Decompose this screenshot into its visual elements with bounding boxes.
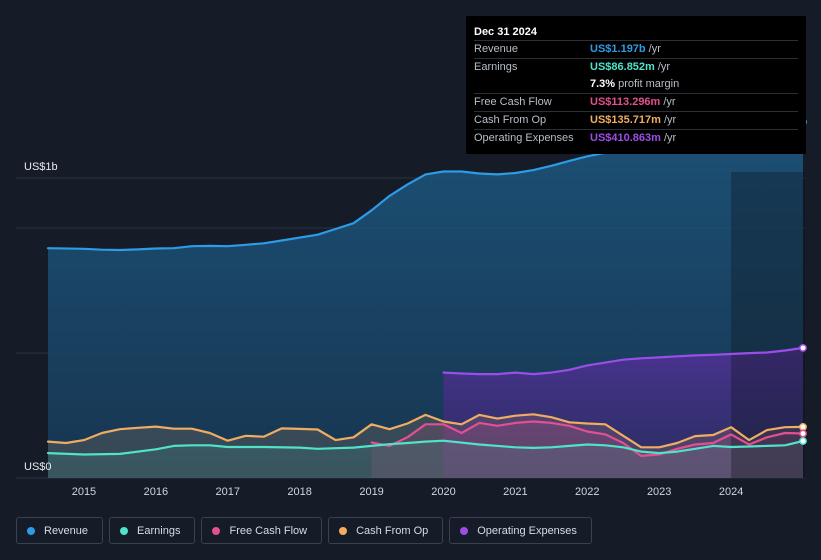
y-axis-top-label: US$1b bbox=[24, 161, 58, 173]
legend-item-revenue[interactable]: Revenue bbox=[16, 517, 104, 544]
x-tick-label: 2023 bbox=[647, 486, 671, 498]
legend-item-cash-from-op[interactable]: Cash From Op bbox=[328, 517, 444, 544]
legend-label: Free Cash Flow bbox=[229, 524, 308, 537]
tooltip-row-value: US$113.296m bbox=[590, 96, 661, 108]
series-lines bbox=[46, 121, 805, 457]
tooltip-row-value: US$410.863m bbox=[590, 132, 661, 144]
earnings-area bbox=[48, 440, 803, 478]
earnings-line bbox=[46, 439, 805, 456]
series-areas bbox=[48, 122, 803, 478]
x-tick-label: 2024 bbox=[719, 486, 743, 498]
tooltip-row-label bbox=[474, 76, 590, 93]
tooltip-row-label: Operating Expenses bbox=[474, 132, 574, 144]
tooltip-date: Dec 31 2024 bbox=[474, 26, 537, 38]
legend-item-operating-expenses[interactable]: Operating Expenses bbox=[449, 517, 592, 544]
tooltip-row-unit: profit margin bbox=[618, 78, 680, 90]
legend-dot-icon bbox=[339, 526, 348, 535]
legend-dot-icon bbox=[120, 526, 129, 535]
tooltip-row-unit: /yr bbox=[663, 114, 677, 126]
tooltip-row-unit: /yr bbox=[663, 96, 676, 108]
x-tick-label: 2021 bbox=[503, 486, 527, 498]
cash-from-op-endpoint bbox=[799, 422, 807, 431]
operating-expenses-endpoint bbox=[799, 343, 807, 352]
tooltip-row: Revenue US$1.197b/yr bbox=[474, 40, 798, 58]
legend-item-earnings[interactable]: Earnings bbox=[109, 517, 196, 544]
earnings-endpoint bbox=[799, 437, 807, 445]
tooltip-row: Free Cash Flow US$113.296m/yr bbox=[474, 93, 798, 111]
operating-expenses-line bbox=[442, 346, 805, 376]
legend-dot-icon bbox=[27, 526, 35, 535]
cash-from-op-line bbox=[46, 413, 805, 449]
legend-dot-icon bbox=[212, 526, 221, 535]
y-axis-bottom-label: US$0 bbox=[24, 461, 52, 473]
legend-label: Cash From Op bbox=[356, 524, 429, 537]
x-tick-label: 2022 bbox=[575, 486, 599, 498]
tooltip-row-label: Earnings bbox=[474, 61, 518, 73]
free-cash-flow-area bbox=[371, 421, 803, 478]
chart-legend: Revenue Earnings Free Cash Flow Cash From O… bbox=[16, 517, 592, 544]
forecast-shade bbox=[731, 172, 805, 478]
tooltip-row-label: Cash From Op bbox=[474, 114, 547, 126]
legend-label: Earnings bbox=[137, 524, 181, 537]
tooltip-row: Earnings US$86.852m/yr bbox=[474, 58, 798, 76]
free-cash-flow-line bbox=[370, 420, 805, 457]
x-tick-label: 2018 bbox=[287, 486, 311, 498]
x-tick-label: 2016 bbox=[144, 486, 168, 498]
legend-item-free-cash-flow[interactable]: Free Cash Flow bbox=[201, 517, 323, 544]
tooltip-row: Cash From Op US$135.717m/yr bbox=[474, 111, 798, 129]
tooltip-row-label: Revenue bbox=[474, 43, 519, 55]
tooltip-row-value: 7.3% bbox=[590, 78, 616, 90]
x-tick-label: 2019 bbox=[359, 486, 383, 498]
tooltip-row-value: US$1.197b bbox=[590, 43, 646, 55]
tooltip-row: Operating Expenses US$410.863m/yr bbox=[474, 129, 798, 147]
data-tooltip: Dec 31 2024 Revenue US$1.197b/yr Earnings U… bbox=[466, 16, 806, 154]
tooltip-row-unit: /yr bbox=[657, 61, 671, 73]
legend-label: Operating Expenses bbox=[477, 524, 577, 537]
legend-dot-icon bbox=[460, 526, 469, 535]
tooltip-row-unit: /yr bbox=[648, 43, 661, 55]
x-tick-label: 2020 bbox=[431, 486, 455, 498]
legend-label: Revenue bbox=[44, 524, 89, 537]
x-tick-label: 2015 bbox=[72, 486, 96, 498]
tooltip-row: 7.3% profit margin bbox=[474, 76, 798, 93]
tooltip-row-value: US$86.852m bbox=[590, 61, 655, 73]
tooltip-row-unit: /yr bbox=[663, 132, 677, 144]
tooltip-row-value: US$135.717m bbox=[590, 114, 661, 126]
tooltip-row-label: Free Cash Flow bbox=[474, 96, 552, 108]
x-tick-label: 2017 bbox=[216, 486, 240, 498]
free-cash-flow-endpoint bbox=[799, 429, 807, 438]
x-axis-ticks: 2015 2016 2017 2018 2019 2020 2021 2022 2023 2024 bbox=[72, 486, 744, 498]
